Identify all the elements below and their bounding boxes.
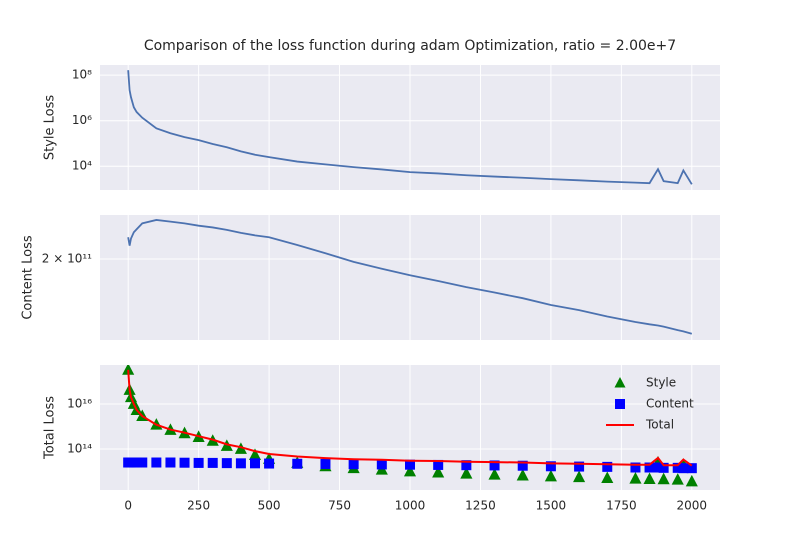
y-axis-label: Total Loss xyxy=(43,396,58,460)
triangle-marker xyxy=(643,472,656,485)
x-tick-label: 750 xyxy=(328,499,351,513)
line-series xyxy=(127,70,693,185)
triangle-marker xyxy=(432,465,445,478)
triangle-marker xyxy=(657,472,670,485)
square-marker xyxy=(574,461,585,472)
square-marker xyxy=(630,462,641,473)
triangle-marker xyxy=(460,467,473,479)
x-tick-label: 500 xyxy=(258,499,281,513)
square-marker xyxy=(131,457,142,468)
x-tick-label: 2000 xyxy=(677,499,708,513)
triangle-marker xyxy=(685,474,698,487)
square-marker xyxy=(179,457,190,468)
legend-marker xyxy=(615,399,625,409)
square-marker xyxy=(320,458,331,469)
square-marker xyxy=(644,462,655,473)
y-tick-label: 10⁴ xyxy=(72,159,92,173)
y-tick-label: 10⁸ xyxy=(72,68,92,82)
series-group xyxy=(127,219,693,335)
square-marker xyxy=(686,463,697,474)
square-marker xyxy=(137,457,148,468)
legend-label: Content xyxy=(646,397,694,411)
y-tick-label: 10⁶ xyxy=(72,113,92,127)
y-tick-label: 10¹⁶ xyxy=(67,396,92,410)
square-marker xyxy=(489,460,500,471)
square-marker xyxy=(292,458,303,469)
y-tick-label: 10¹⁴ xyxy=(67,441,92,455)
square-marker xyxy=(151,457,162,468)
triangle-marker xyxy=(403,464,417,477)
square-marker xyxy=(672,462,683,473)
x-tick-label: 250 xyxy=(187,499,210,513)
square-marker xyxy=(348,459,359,470)
square-marker xyxy=(221,458,232,469)
triangle-marker xyxy=(248,448,262,460)
square-marker xyxy=(376,459,387,470)
square-marker xyxy=(517,460,528,471)
square-marker xyxy=(678,463,689,474)
triangle-marker xyxy=(671,473,684,485)
triangle-marker xyxy=(629,472,642,484)
x-tick-label: 1500 xyxy=(536,499,567,513)
triangle-marker xyxy=(488,468,501,480)
x-tick-label: 1000 xyxy=(395,499,426,513)
series-group xyxy=(127,70,693,185)
square-marker xyxy=(193,457,204,468)
square-marker xyxy=(264,458,275,469)
y-axis-label: Style Loss xyxy=(43,95,58,161)
triangle-marker xyxy=(601,471,614,483)
square-marker xyxy=(545,461,556,472)
y-tick-label: 2 × 10¹¹ xyxy=(42,251,92,265)
square-marker xyxy=(461,460,472,471)
triangle-marker xyxy=(544,469,557,482)
chart-title: Comparison of the loss function during a… xyxy=(144,38,676,54)
legend-label: Style xyxy=(646,376,676,390)
line-series xyxy=(127,369,693,467)
legend-label: Total xyxy=(645,418,674,432)
square-marker xyxy=(235,458,246,469)
square-marker xyxy=(433,459,444,470)
y-axis-label: Content Loss xyxy=(21,235,36,320)
square-marker xyxy=(165,457,176,468)
triangle-marker xyxy=(573,470,586,483)
series-group xyxy=(122,365,698,487)
square-marker xyxy=(653,462,663,473)
square-marker xyxy=(250,458,260,469)
square-marker xyxy=(207,457,218,468)
square-marker xyxy=(602,461,613,472)
x-tick-label: 1750 xyxy=(606,499,637,513)
legend-marker xyxy=(614,377,626,388)
line-series xyxy=(127,219,693,335)
x-tick-label: 0 xyxy=(124,499,132,513)
square-marker xyxy=(405,459,415,470)
x-tick-label: 1250 xyxy=(465,499,496,513)
triangle-marker xyxy=(516,468,529,481)
square-marker xyxy=(658,462,669,473)
